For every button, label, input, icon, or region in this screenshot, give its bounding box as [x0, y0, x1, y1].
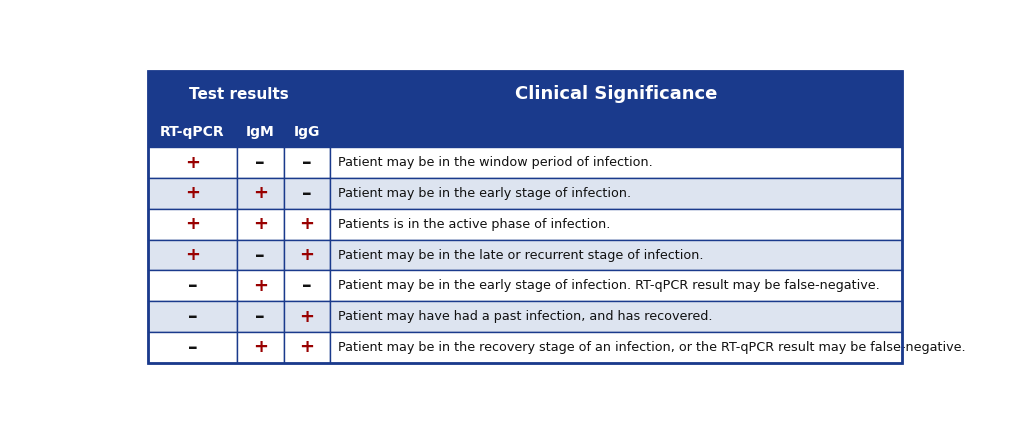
Text: –: –: [302, 184, 311, 203]
Bar: [284, 178, 331, 209]
Bar: [147, 117, 237, 147]
Bar: [147, 71, 331, 117]
Bar: [331, 270, 902, 301]
Text: +: +: [253, 215, 267, 233]
Bar: [331, 209, 902, 240]
Bar: [331, 332, 902, 363]
Text: +: +: [299, 307, 314, 326]
Text: +: +: [184, 215, 200, 233]
Bar: [147, 301, 237, 332]
Text: +: +: [299, 246, 314, 264]
Text: Test results: Test results: [189, 86, 289, 101]
Bar: [284, 270, 331, 301]
Bar: [284, 332, 331, 363]
Text: Patients is in the active phase of infection.: Patients is in the active phase of infec…: [338, 218, 610, 231]
Bar: [237, 117, 284, 147]
Bar: [147, 71, 902, 363]
Bar: [147, 147, 237, 178]
Bar: [331, 301, 902, 332]
Bar: [237, 240, 284, 270]
Text: –: –: [187, 338, 198, 357]
Text: Patient may be in the late or recurrent stage of infection.: Patient may be in the late or recurrent …: [338, 249, 703, 261]
Text: –: –: [187, 276, 198, 295]
Bar: [331, 117, 902, 147]
Bar: [237, 209, 284, 240]
Text: +: +: [184, 184, 200, 203]
Text: Clinical Significance: Clinical Significance: [515, 85, 717, 103]
Text: –: –: [302, 153, 311, 172]
Bar: [237, 270, 284, 301]
Bar: [284, 301, 331, 332]
Text: +: +: [184, 154, 200, 172]
Text: –: –: [187, 307, 198, 326]
Bar: [147, 178, 237, 209]
Text: +: +: [253, 277, 267, 295]
Bar: [147, 209, 237, 240]
Text: –: –: [302, 276, 311, 295]
Bar: [284, 209, 331, 240]
Bar: [237, 178, 284, 209]
Text: +: +: [253, 338, 267, 356]
Text: –: –: [255, 307, 265, 326]
Bar: [331, 71, 902, 117]
Text: +: +: [253, 184, 267, 203]
Bar: [284, 147, 331, 178]
Text: Patient may be in the early stage of infection.: Patient may be in the early stage of inf…: [338, 187, 632, 200]
Bar: [147, 332, 237, 363]
Bar: [284, 240, 331, 270]
Text: +: +: [299, 338, 314, 356]
Bar: [284, 117, 331, 147]
Text: Patient may have had a past infection, and has recovered.: Patient may have had a past infection, a…: [338, 310, 713, 323]
Text: Patient may be in the recovery stage of an infection, or the RT-qPCR result may : Patient may be in the recovery stage of …: [338, 341, 966, 354]
Bar: [147, 270, 237, 301]
Text: Patient may be in the window period of infection.: Patient may be in the window period of i…: [338, 156, 653, 169]
Bar: [331, 240, 902, 270]
Bar: [147, 240, 237, 270]
Bar: [237, 301, 284, 332]
Text: IgM: IgM: [246, 125, 274, 139]
Text: Patient may be in the early stage of infection. RT-qPCR result may be false-nega: Patient may be in the early stage of inf…: [338, 280, 880, 292]
Text: +: +: [184, 246, 200, 264]
Bar: [331, 178, 902, 209]
Text: –: –: [255, 246, 265, 264]
Bar: [237, 332, 284, 363]
Bar: [237, 147, 284, 178]
Text: –: –: [255, 153, 265, 172]
Bar: [331, 147, 902, 178]
Text: RT-qPCR: RT-qPCR: [160, 125, 224, 139]
Text: +: +: [299, 215, 314, 233]
Text: IgG: IgG: [294, 125, 321, 139]
